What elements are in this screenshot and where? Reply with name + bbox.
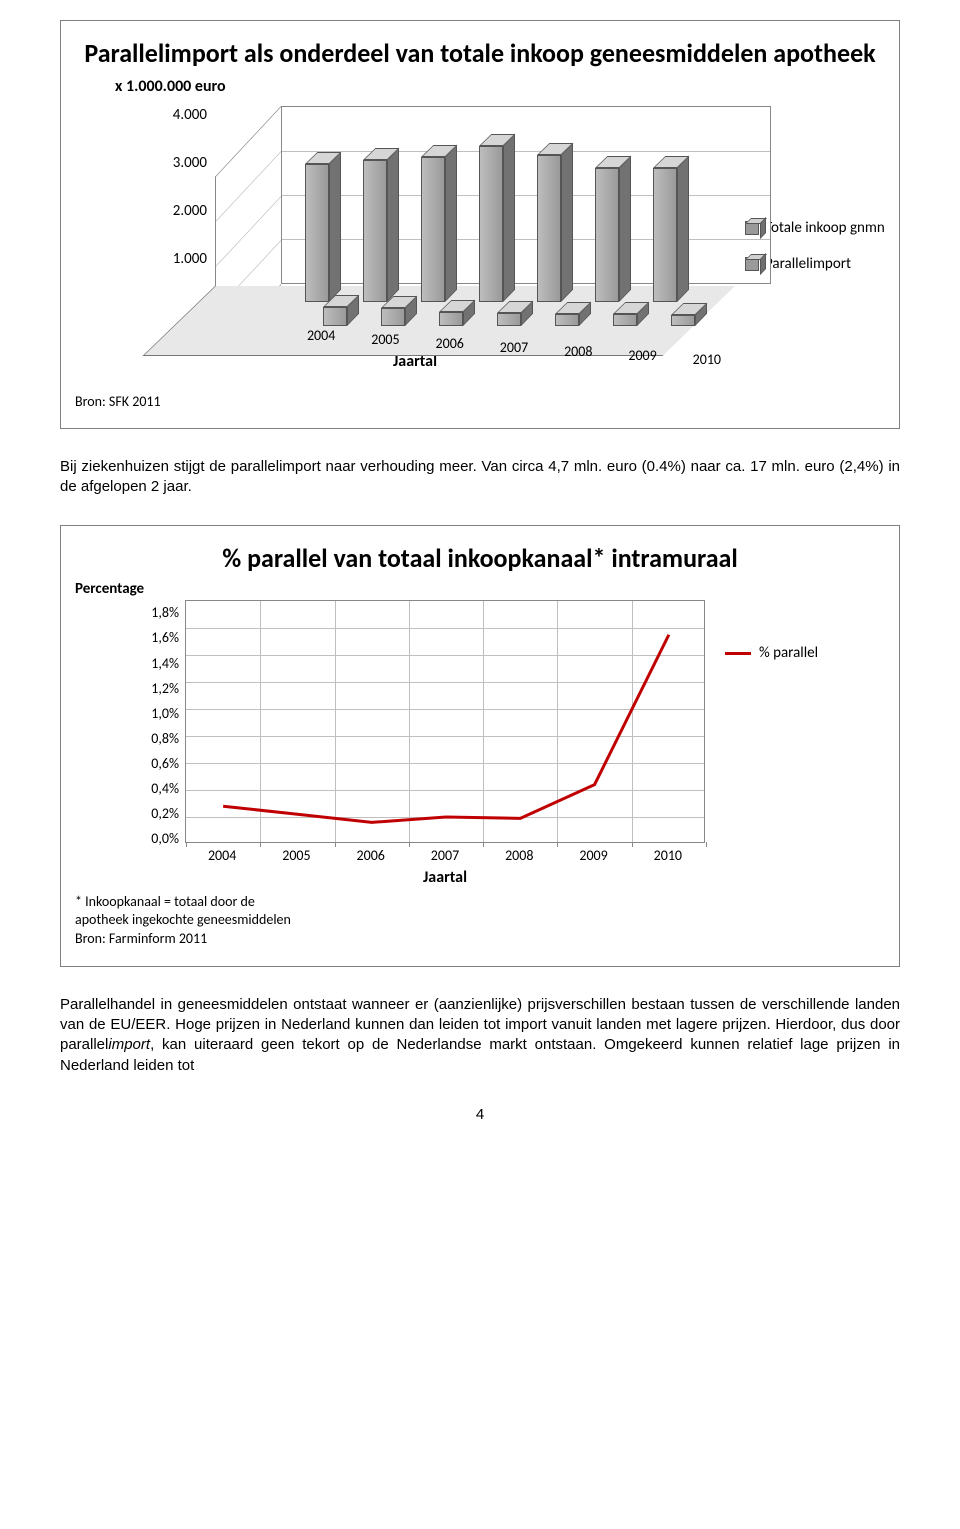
footnote-line: apotheek ingekochte geneesmiddelen <box>75 911 885 929</box>
footnote-line: * Inkoopkanaal = totaal door de <box>75 893 885 911</box>
x-tick: 2008 <box>482 847 556 864</box>
footnote-line: Bron: Farminform 2011 <box>75 930 885 948</box>
y-tick: 1,8% <box>151 604 179 621</box>
chart1-y-axis: 4.000 3.000 2.000 1.000 0 <box>135 106 215 316</box>
chart2-footnote: * Inkoopkanaal = totaal door de apotheek… <box>75 893 885 948</box>
legend-label: Totale inkoop gnmn <box>765 219 885 237</box>
x-tick: 2006 <box>418 335 482 352</box>
x-tick: 2004 <box>289 327 353 344</box>
x-tick: 2004 <box>185 847 259 864</box>
x-tick: 2007 <box>408 847 482 864</box>
x-tick: 2010 <box>675 351 739 368</box>
y-tick: 1,4% <box>151 655 179 672</box>
x-tick: 2009 <box>610 347 674 364</box>
legend-swatch <box>725 652 751 655</box>
x-tick: 2005 <box>259 847 333 864</box>
x-tick: 2008 <box>546 343 610 360</box>
chart2-plot <box>185 600 705 843</box>
line-chart-frame: % parallel van totaal inkoopkanaal* intr… <box>60 525 900 966</box>
ytick: 2.000 <box>173 202 207 220</box>
page-number: 4 <box>60 1106 900 1123</box>
chart1-series-1 <box>323 116 753 326</box>
legend-swatch <box>745 221 759 235</box>
ytick: 4.000 <box>173 106 207 124</box>
y-tick: 0,4% <box>151 780 179 797</box>
x-tick: 2010 <box>631 847 705 864</box>
x-tick: 2005 <box>353 331 417 348</box>
chart2-axis-title: Jaartal <box>185 868 705 887</box>
legend-label: Parallelimport <box>765 255 851 273</box>
text-italic: import <box>108 1036 150 1053</box>
chart2-legend: % parallel <box>725 644 818 662</box>
y-tick: 1,0% <box>151 705 179 722</box>
y-tick: 0,8% <box>151 730 179 747</box>
chart2-y-label: Percentage <box>75 580 185 598</box>
chart2-title: % parallel van totaal inkoopkanaal* intr… <box>75 544 885 574</box>
ytick: 1.000 <box>173 250 207 268</box>
chart1-source: Bron: SFK 2011 <box>75 393 885 410</box>
line-series <box>186 601 706 844</box>
chart2-x-axis: 2004200520062007200820092010 <box>185 847 705 864</box>
x-tick: 2007 <box>482 339 546 356</box>
chart1-x-axis: 2004200520062007200820092010 <box>289 327 739 344</box>
ytick: 3.000 <box>173 154 207 172</box>
chart2-y-axis: 1,8% 1,6% 1,4% 1,2% 1,0% 0,8% 0,6% 0,4% 0,2% 0,0% <box>75 604 185 847</box>
x-tick: 2009 <box>556 847 630 864</box>
bar-chart-frame: Parallelimport als onderdeel van totale … <box>60 20 900 429</box>
y-tick: 0,2% <box>151 805 179 822</box>
paragraph-1: Bij ziekenhuizen stijgt de parallelimpor… <box>60 457 900 498</box>
chart1-plot: 2004200520062007200820092010 <box>215 106 735 386</box>
y-tick: 0,6% <box>151 755 179 772</box>
x-tick: 2006 <box>334 847 408 864</box>
legend-swatch <box>745 257 759 271</box>
y-tick: 0,0% <box>151 830 179 847</box>
y-tick: 1,6% <box>151 629 179 646</box>
paragraph-2: Parallelhandel in geneesmiddelen ontstaa… <box>60 995 900 1076</box>
chart1-title: Parallelimport als onderdeel van totale … <box>75 39 885 69</box>
legend-label: % parallel <box>759 644 818 662</box>
y-tick: 1,2% <box>151 680 179 697</box>
text-run: , kan uiteraard geen tekort op de Nederl… <box>60 1036 900 1073</box>
